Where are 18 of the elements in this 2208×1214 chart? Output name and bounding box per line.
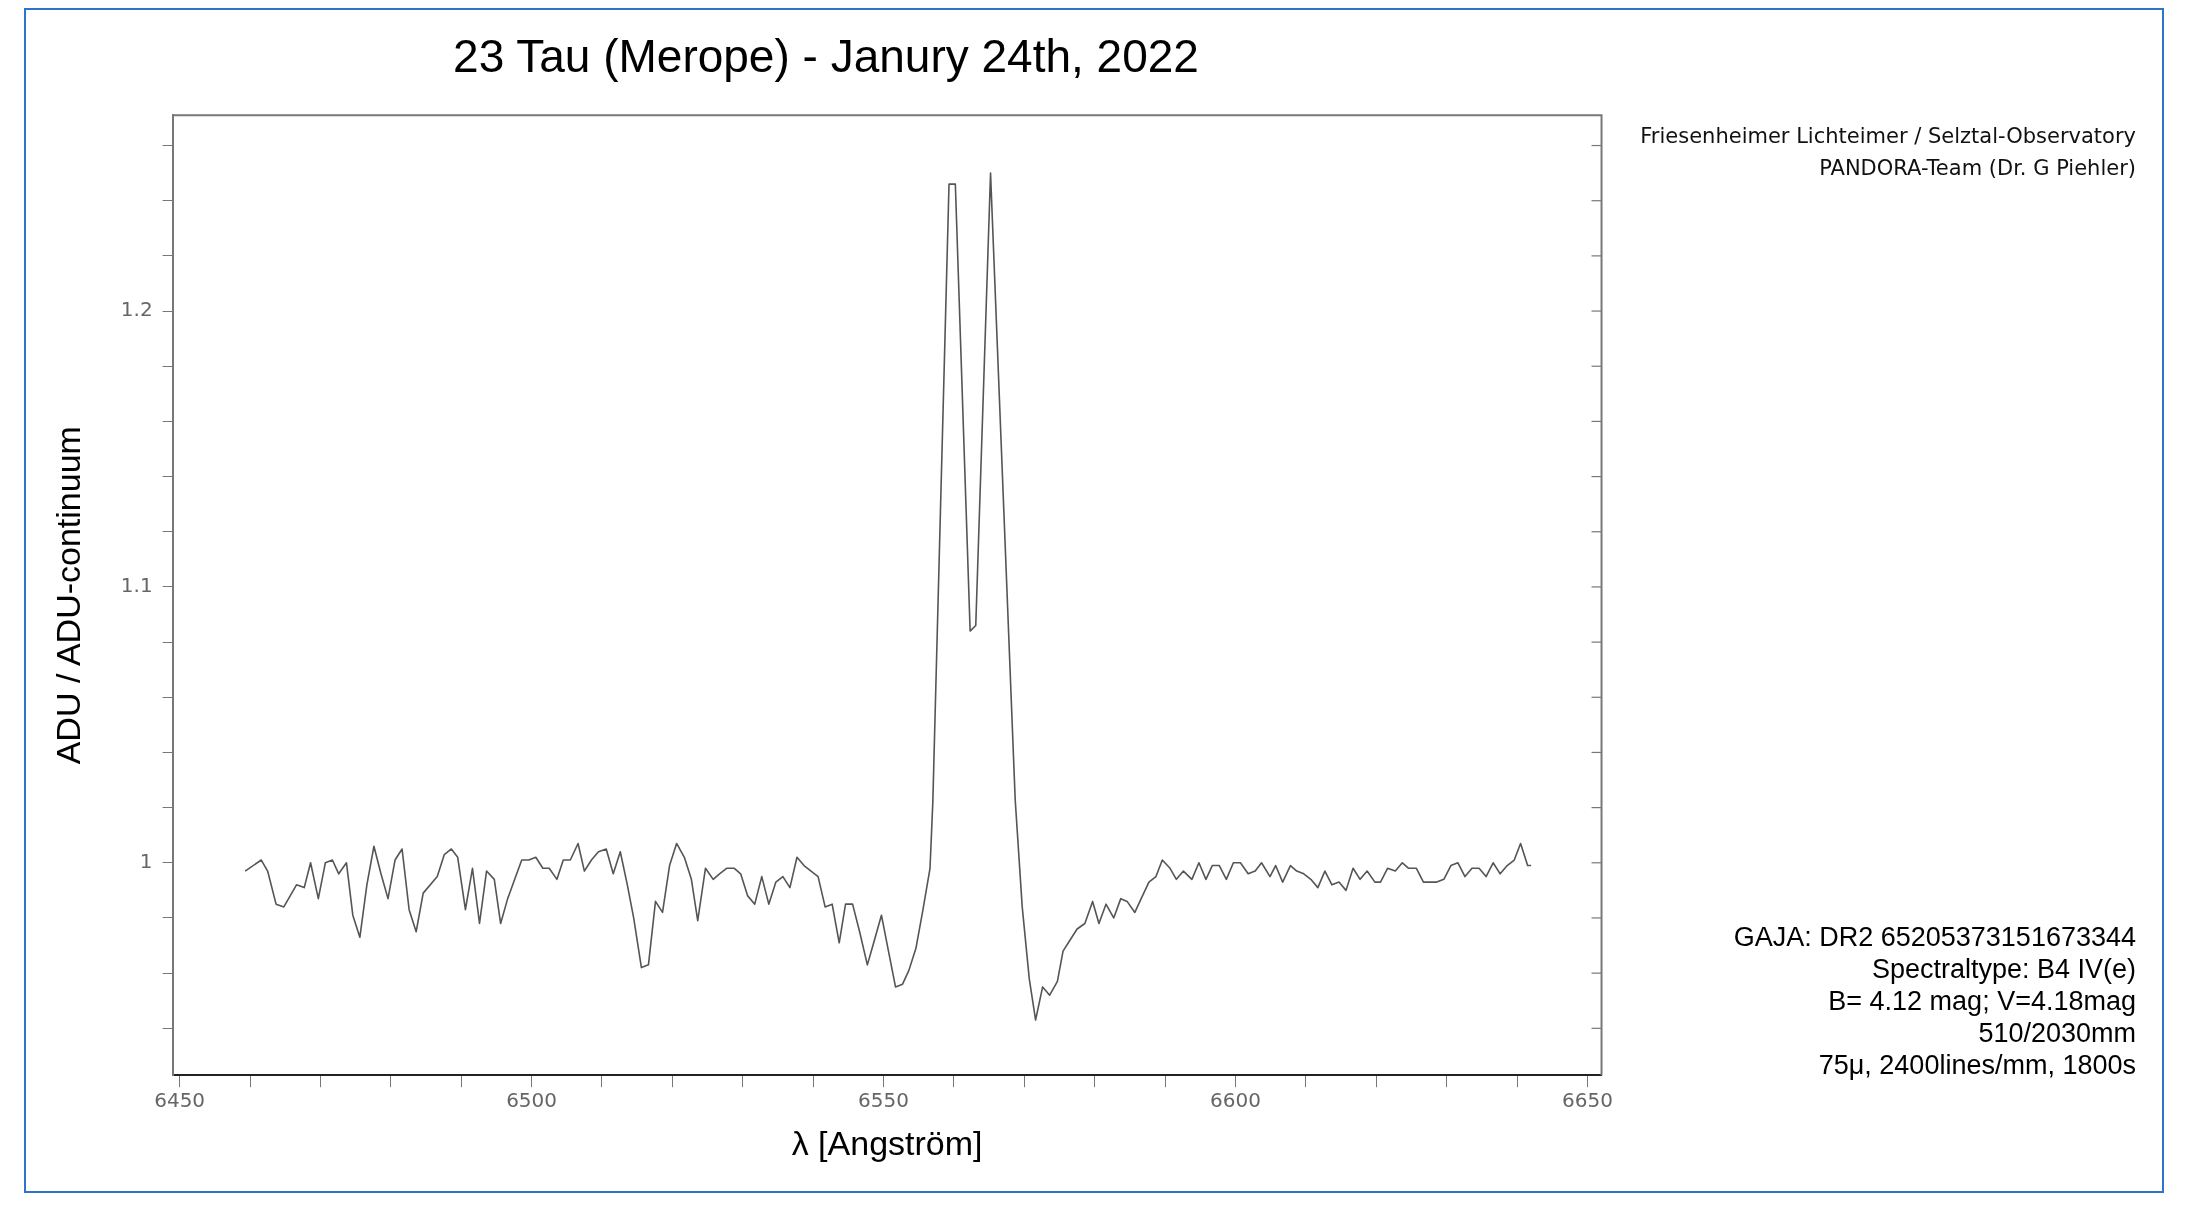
text: Spectraltype: B4 IV(e) — [1870, 953, 2136, 985]
y-tick-label: 1.2 — [120, 297, 153, 322]
x-tick-label: 6650 — [1562, 1088, 1613, 1113]
y-tick-label: 1 — [139, 848, 153, 873]
text: GAJA: DR2 65205373151673344 — [1732, 921, 2136, 953]
chart-title: 23 Tau (Merope) - Janury 24th, 2022 — [453, 30, 1199, 83]
text: Friesenheimer Lichteimer / Selztal-Observatory — [1639, 123, 2136, 150]
x-tick-label: 6600 — [1210, 1088, 1261, 1113]
y-tick-label: 1.1 — [120, 573, 153, 598]
text: B= 4.12 mag; V=4.18mag — [1827, 985, 2136, 1017]
x-tick-label: 6500 — [506, 1088, 558, 1113]
x-tick-label: 6450 — [154, 1088, 206, 1113]
x-axis-title: λ [Angström] — [791, 1123, 983, 1162]
text: 510/2030mm — [1977, 1017, 2136, 1049]
y-axis-title: ADU / ADU-continuum — [48, 426, 87, 765]
text: PANDORA-Team (Dr. G Piehler) — [1818, 155, 2136, 182]
x-tick-label: 6550 — [858, 1088, 909, 1113]
text: 75μ, 2400lines/mm, 1800s — [1817, 1049, 2136, 1081]
